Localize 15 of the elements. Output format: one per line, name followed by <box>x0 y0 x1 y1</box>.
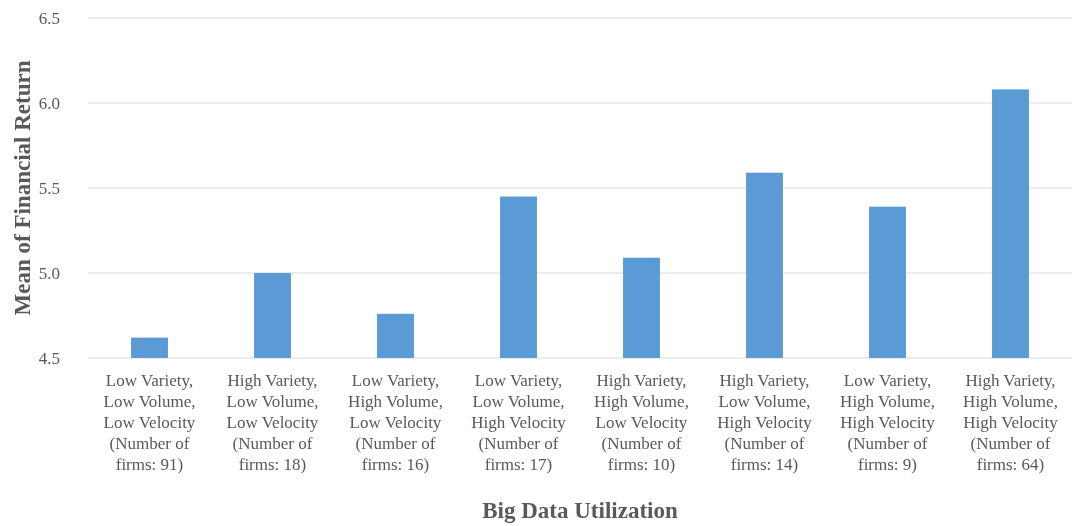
y-tick-label: 6.5 <box>38 8 60 28</box>
x-tick-label: High Variety, Low Volume, High Velocity (Number of firms: 14) <box>717 371 813 474</box>
y-tick-label: 6.0 <box>38 93 60 113</box>
x-tick-label: Low Variety, Low Volume, High Velocity (Number of firms: 17) <box>471 371 567 474</box>
x-tick-label: High Variety, Low Volume, Low Velocity (Number of firms: 18) <box>226 371 319 474</box>
y-tick-label: 5.5 <box>38 178 60 198</box>
y-tick-label: 5.0 <box>38 263 60 283</box>
x-axis-title: Big Data Utilization <box>482 498 678 523</box>
x-tick-label: High Variety, High Volume, Low Velocity (Number of firms: 10) <box>594 371 689 474</box>
x-tick-label: Low Variety, High Volume, High Velocity (Number of firms: 9) <box>840 371 936 474</box>
x-tick-label: High Variety, High Volume, High Velocity (Number of firms: 64) <box>963 371 1059 474</box>
y-axis-title: Mean of Financial Return <box>10 60 35 316</box>
y-tick-label: 4.5 <box>38 348 60 368</box>
x-tick-label: Low Variety, High Volume, Low Velocity (Number of firms: 16) <box>348 371 443 474</box>
x-tick-label: Low Variety, Low Volume, Low Velocity (Number of firms: 91) <box>103 371 196 474</box>
